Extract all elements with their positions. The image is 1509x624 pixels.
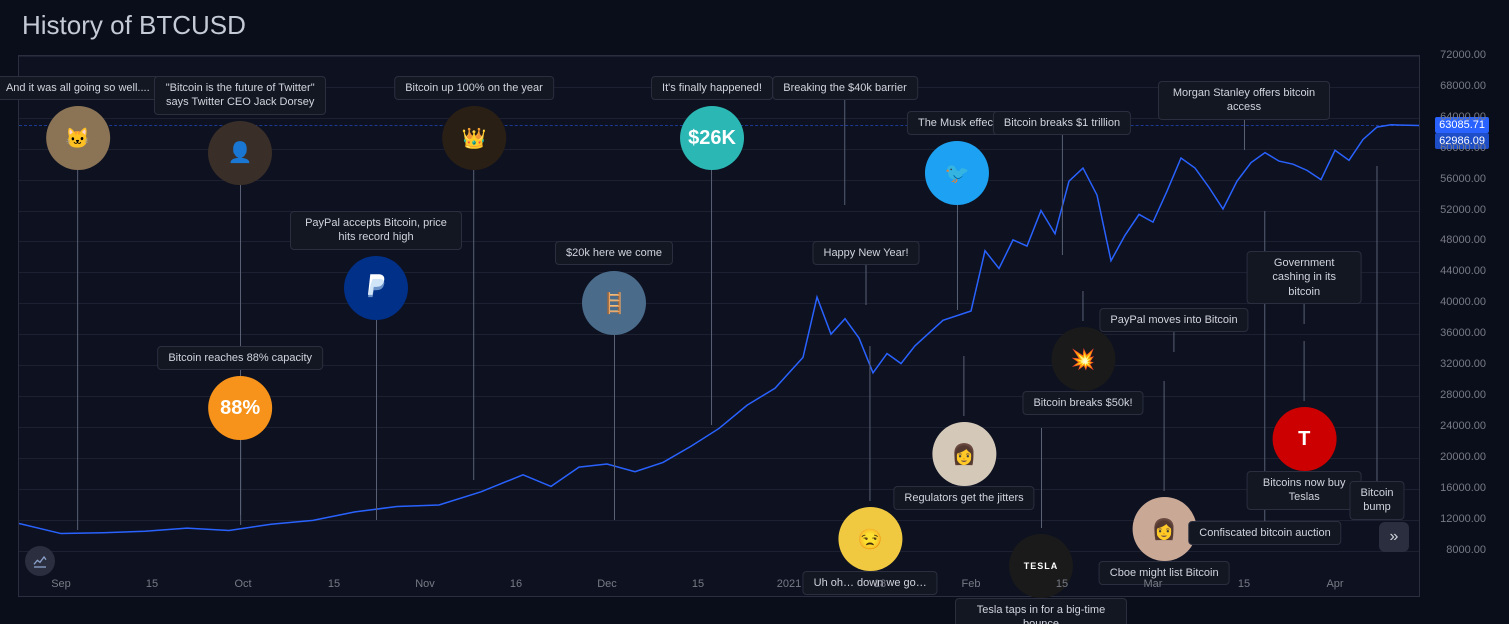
x-tick-label: 15 (692, 578, 704, 590)
y-tick-label: 52000.00 (1420, 204, 1486, 216)
annotation-label: Tesla taps in for a big-time bounce (955, 598, 1127, 624)
x-tick-label: Oct (234, 578, 251, 590)
y-tick-label: 68000.00 (1420, 80, 1486, 92)
x-tick-label: Apr (1326, 578, 1343, 590)
area-chart-icon (32, 553, 48, 569)
y-tick-label: 44000.00 (1420, 265, 1486, 277)
y-tick-label: 64000.00 (1420, 111, 1486, 123)
chevron-double-right-icon: » (1390, 528, 1399, 546)
chart-type-button[interactable] (25, 546, 55, 576)
y-tick-label: 48000.00 (1420, 234, 1486, 246)
x-tick-label: Sep (51, 578, 71, 590)
price-line (19, 56, 1419, 596)
price-chart[interactable]: And it was all going so well....🐱"Bitcoi… (18, 55, 1420, 597)
y-tick-label: 28000.00 (1420, 389, 1486, 401)
y-tick-label: 8000.00 (1420, 544, 1486, 556)
x-tick-label: 15 (1056, 578, 1068, 590)
x-tick-label: Feb (962, 578, 981, 590)
y-tick-label: 24000.00 (1420, 420, 1486, 432)
x-tick-label: 16 (510, 578, 522, 590)
x-tick-label: Mar (1144, 578, 1163, 590)
y-tick-label: 60000.00 (1420, 142, 1486, 154)
y-tick-label: 56000.00 (1420, 173, 1486, 185)
y-tick-label: 16000.00 (1420, 482, 1486, 494)
x-tick-label: 18 (874, 578, 886, 590)
y-axis: 8000.00 12000.00 16000.00 20000.00 24000.00 2… (1420, 55, 1490, 595)
page-title: History of BTCUSD (22, 10, 246, 41)
x-tick-label: Nov (415, 578, 435, 590)
y-tick-label: 20000.00 (1420, 451, 1486, 463)
y-tick-label: 32000.00 (1420, 358, 1486, 370)
y-tick-label: 36000.00 (1420, 327, 1486, 339)
x-tick-label: 15 (1238, 578, 1250, 590)
y-tick-label: 40000.00 (1420, 296, 1486, 308)
x-tick-label: 15 (146, 578, 158, 590)
x-tick-label: 2021 (777, 578, 801, 590)
y-tick-label: 12000.00 (1420, 513, 1486, 525)
x-tick-label: 15 (328, 578, 340, 590)
y-tick-label: 72000.00 (1420, 49, 1486, 61)
scroll-right-button[interactable]: » (1379, 522, 1409, 552)
x-tick-label: Dec (597, 578, 617, 590)
